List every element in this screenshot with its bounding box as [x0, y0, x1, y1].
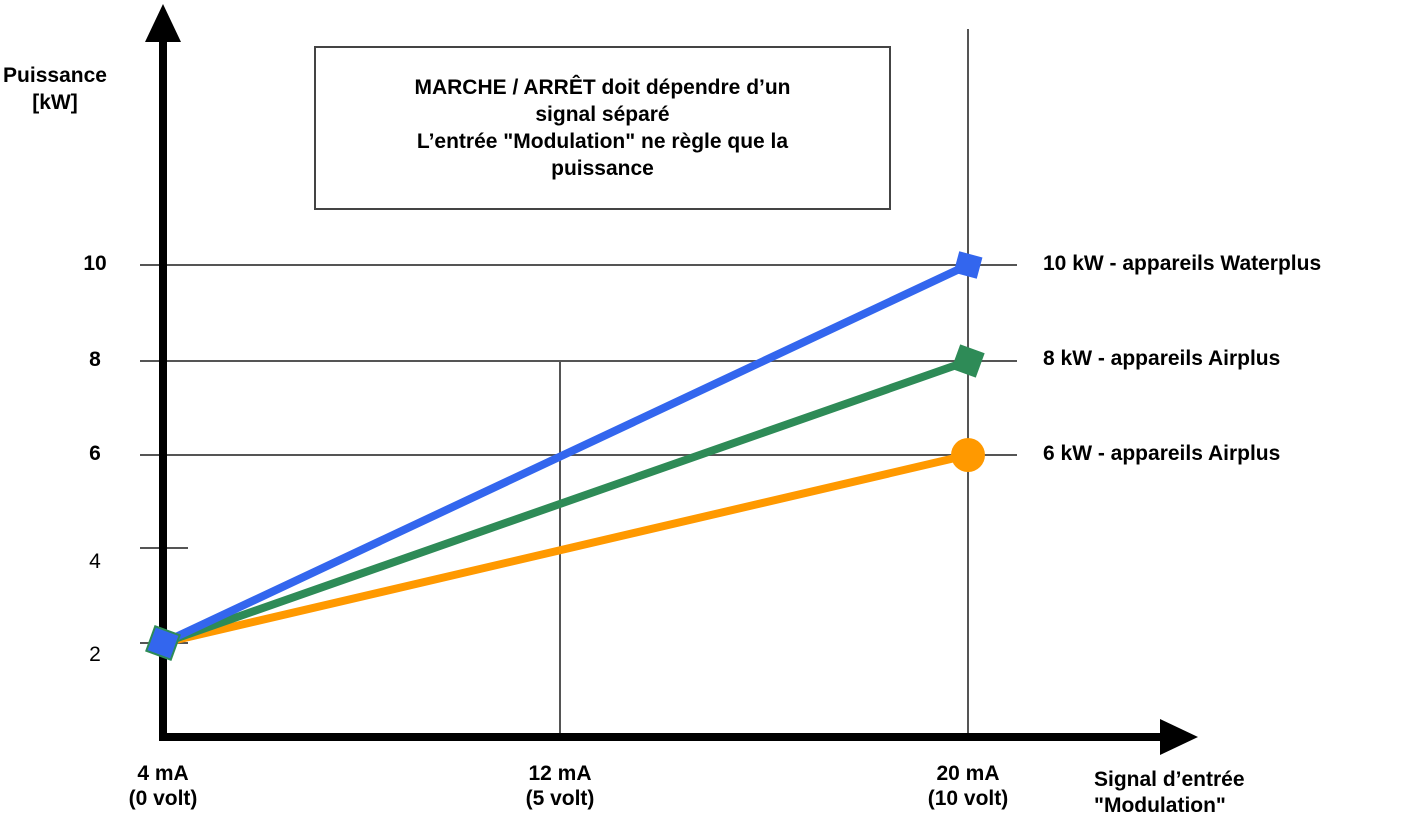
y-axis-title-line2: [kW]: [32, 91, 78, 114]
legend-item-6kw-airplus: 6 kW - appareils Airplus: [1043, 442, 1281, 465]
x-axis-title: Signal d’entrée "Modulation": [1094, 767, 1245, 819]
x-tick-20ma: 20 mA (10 volt): [898, 761, 1038, 811]
y-tick-4: 4: [89, 550, 101, 573]
legend-item-8kw-airplus: 8 kW - appareils Airplus: [1043, 347, 1281, 370]
axes: [145, 4, 1198, 755]
x-tick-12ma-voltage: (5 volt): [525, 787, 595, 810]
annotation-box: MARCHE / ARRÊT doit dépendre d’un signal…: [314, 46, 891, 210]
x-tick-20ma-voltage: (10 volt): [927, 787, 1009, 810]
marker-blue-start: [147, 627, 179, 659]
x-tick-4ma-current: 4 mA: [137, 762, 189, 785]
y-tick-8: 8: [89, 348, 101, 371]
marker-blue-end: [953, 251, 983, 279]
marker-orange-end: [951, 438, 985, 472]
x-tick-12ma-current: 12 mA: [528, 762, 592, 785]
y-axis-title-line1: Puissance: [3, 64, 107, 87]
x-tick-12ma: 12 mA (5 volt): [490, 761, 630, 811]
x-tick-4ma: 4 mA (0 volt): [93, 761, 233, 811]
y-tick-6: 6: [89, 442, 101, 465]
annotation-line2: signal séparé: [535, 103, 670, 126]
series-markers: [145, 251, 985, 661]
annotation-line1: MARCHE / ARRÊT doit dépendre d’un: [414, 76, 791, 99]
series-line-8kw: [159, 357, 972, 647]
y-axis-title: Puissance [kW]: [0, 62, 110, 116]
y-tick-2: 2: [89, 643, 101, 666]
annotation-line3: L’entrée "Modulation" ne règle que la: [416, 130, 789, 153]
x-axis-title-line2: "Modulation": [1094, 794, 1226, 817]
x-axis-title-line1: Signal d’entrée: [1094, 768, 1245, 791]
y-tick-10: 10: [83, 252, 107, 275]
series-lines: [159, 261, 972, 647]
x-tick-20ma-current: 20 mA: [936, 762, 1000, 785]
series-line-10kw: [159, 261, 972, 647]
annotation-line4: puissance: [551, 157, 654, 180]
marker-green-end: [951, 344, 985, 378]
x-tick-4ma-voltage: (0 volt): [128, 787, 198, 810]
legend-item-10kw-waterplus: 10 kW - appareils Waterplus: [1043, 252, 1322, 275]
series-line-6kw: [159, 451, 972, 647]
